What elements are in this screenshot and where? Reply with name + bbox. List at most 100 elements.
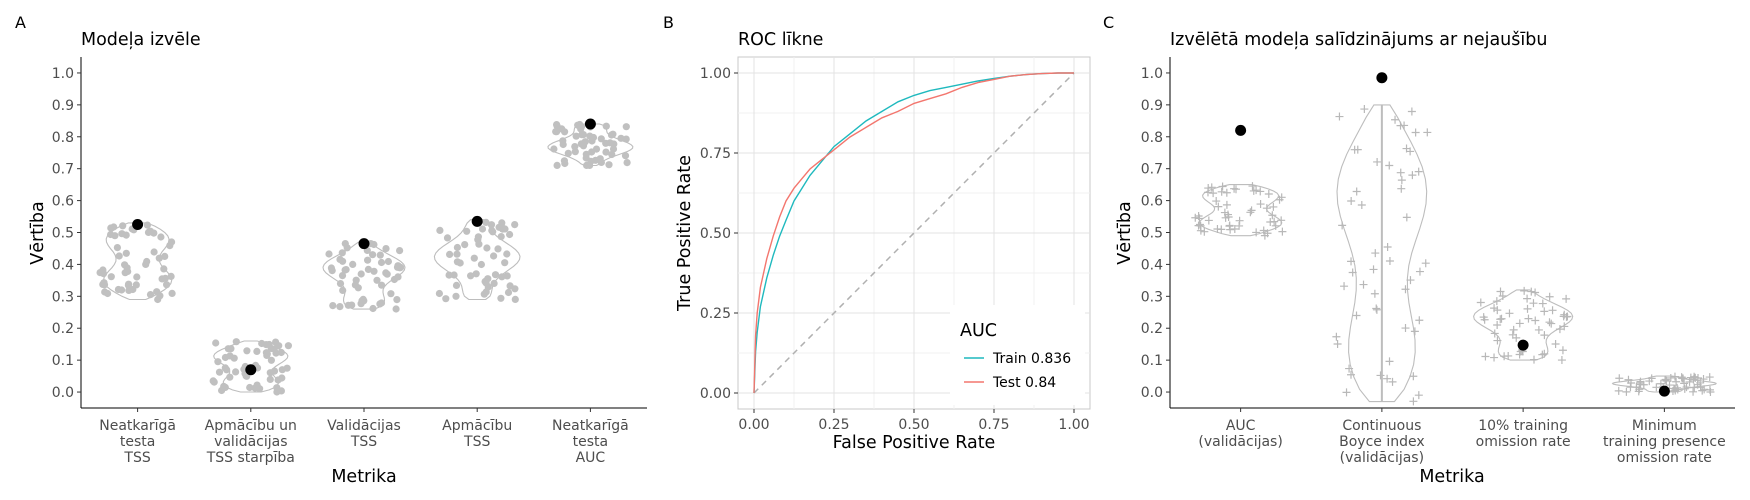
observation-point bbox=[1540, 349, 1549, 358]
observation-point bbox=[1277, 216, 1286, 225]
observation-point bbox=[1409, 372, 1418, 381]
observation-point bbox=[274, 376, 282, 384]
observation-point bbox=[253, 381, 261, 389]
observation-point bbox=[1498, 291, 1507, 300]
observation-point bbox=[376, 300, 384, 308]
x-tick-label: 10% training bbox=[1478, 418, 1568, 434]
observation-point bbox=[146, 291, 155, 299]
observation-point bbox=[243, 347, 251, 355]
observation-point bbox=[1679, 374, 1688, 383]
observation-point bbox=[142, 260, 150, 268]
panel-tag-b: B bbox=[663, 13, 674, 32]
observation-point bbox=[504, 288, 513, 297]
observation-point bbox=[477, 260, 485, 269]
observation-point bbox=[382, 245, 390, 253]
x-tick-label: 0.25 bbox=[818, 417, 849, 433]
observation-point bbox=[490, 279, 498, 287]
observation-point bbox=[253, 347, 261, 355]
y-tick-label: 0.6 bbox=[52, 194, 74, 210]
plot-area-c: 0.00.10.20.30.40.50.60.70.80.91.0AUC(val… bbox=[1141, 57, 1735, 466]
observation-point bbox=[1632, 383, 1641, 392]
observation-point bbox=[1615, 374, 1624, 383]
observation-point bbox=[1680, 384, 1689, 393]
chart-title-a: Modeļa izvēle bbox=[81, 30, 201, 50]
observation-point bbox=[1531, 316, 1540, 325]
y-tick-label: 0.50 bbox=[700, 226, 731, 242]
observation-point bbox=[1402, 213, 1411, 222]
observation-point bbox=[497, 233, 505, 241]
observation-point bbox=[1347, 257, 1356, 266]
observation-point bbox=[1347, 196, 1356, 205]
y-tick-label: 0.9 bbox=[52, 98, 74, 114]
observation-point bbox=[327, 264, 335, 272]
observation-point bbox=[150, 248, 158, 256]
y-tick-label: 0.0 bbox=[1141, 385, 1163, 401]
observation-point bbox=[602, 122, 610, 130]
observation-point bbox=[605, 161, 613, 169]
observation-point bbox=[511, 221, 519, 229]
observation-point bbox=[602, 139, 610, 147]
observation-point bbox=[1547, 319, 1556, 328]
observation-point bbox=[369, 251, 377, 259]
x-tick-label: 0.75 bbox=[978, 417, 1009, 433]
y-tick-label: 0.3 bbox=[52, 289, 74, 305]
observation-point bbox=[100, 279, 108, 287]
observation-point bbox=[119, 222, 127, 230]
y-tick-label: 0.2 bbox=[1141, 321, 1163, 337]
observation-point bbox=[1545, 292, 1554, 301]
observation-point bbox=[574, 121, 582, 129]
observation-point bbox=[442, 295, 450, 303]
observation-point bbox=[1218, 182, 1227, 191]
observation-point bbox=[352, 276, 360, 284]
y-tick-label: 0.2 bbox=[52, 321, 74, 337]
observation-point bbox=[1235, 221, 1244, 230]
observation-point bbox=[1401, 285, 1410, 294]
selected-model-point bbox=[1376, 72, 1388, 84]
observation-point bbox=[489, 228, 497, 236]
observation-point bbox=[1333, 339, 1342, 348]
observation-point bbox=[1492, 297, 1501, 306]
observation-point bbox=[1225, 222, 1234, 231]
observation-point bbox=[1671, 384, 1680, 393]
observation-point bbox=[1421, 259, 1430, 268]
observation-point bbox=[168, 289, 176, 297]
observation-point bbox=[1652, 383, 1661, 392]
observation-point bbox=[1406, 276, 1415, 285]
y-tick-label: 1.0 bbox=[52, 66, 74, 82]
observation-point bbox=[1388, 377, 1397, 386]
observation-point bbox=[390, 275, 398, 284]
observation-point bbox=[166, 242, 174, 250]
x-tick-label: (validācijas) bbox=[1198, 434, 1282, 450]
y-axis-label-b: True Positive Rate bbox=[675, 155, 695, 312]
observation-point bbox=[559, 140, 567, 149]
observation-point bbox=[273, 384, 281, 392]
x-axis-label-b: False Positive Rate bbox=[833, 433, 996, 453]
y-tick-label: 0.00 bbox=[700, 386, 731, 402]
y-tick-label: 0.1 bbox=[52, 353, 74, 369]
observation-point bbox=[1408, 171, 1417, 180]
observation-point bbox=[267, 356, 275, 364]
y-tick-label: 0.7 bbox=[52, 162, 74, 178]
y-tick-label: 0.0 bbox=[52, 385, 74, 401]
observation-point bbox=[475, 240, 483, 248]
x-axis-label-c: Metrika bbox=[1419, 467, 1484, 487]
observation-point bbox=[435, 289, 443, 298]
observation-point bbox=[452, 292, 460, 300]
observation-point bbox=[378, 281, 386, 289]
observation-point bbox=[111, 232, 119, 240]
observation-point bbox=[115, 252, 123, 260]
observation-point bbox=[1481, 352, 1490, 361]
observation-point bbox=[1200, 227, 1209, 236]
selected-model-point bbox=[132, 219, 144, 231]
observation-point bbox=[564, 149, 572, 157]
x-tick-label: omission rate bbox=[1476, 434, 1571, 450]
observation-point bbox=[1209, 189, 1218, 198]
observation-point bbox=[499, 224, 507, 232]
observation-point bbox=[1409, 397, 1418, 406]
observation-point bbox=[370, 240, 378, 249]
observation-point bbox=[1540, 331, 1549, 340]
observation-point bbox=[118, 286, 126, 294]
y-tick-label: 0.5 bbox=[52, 226, 74, 242]
x-tick-label: (validācijas) bbox=[1340, 450, 1424, 466]
observation-point bbox=[1662, 376, 1671, 385]
